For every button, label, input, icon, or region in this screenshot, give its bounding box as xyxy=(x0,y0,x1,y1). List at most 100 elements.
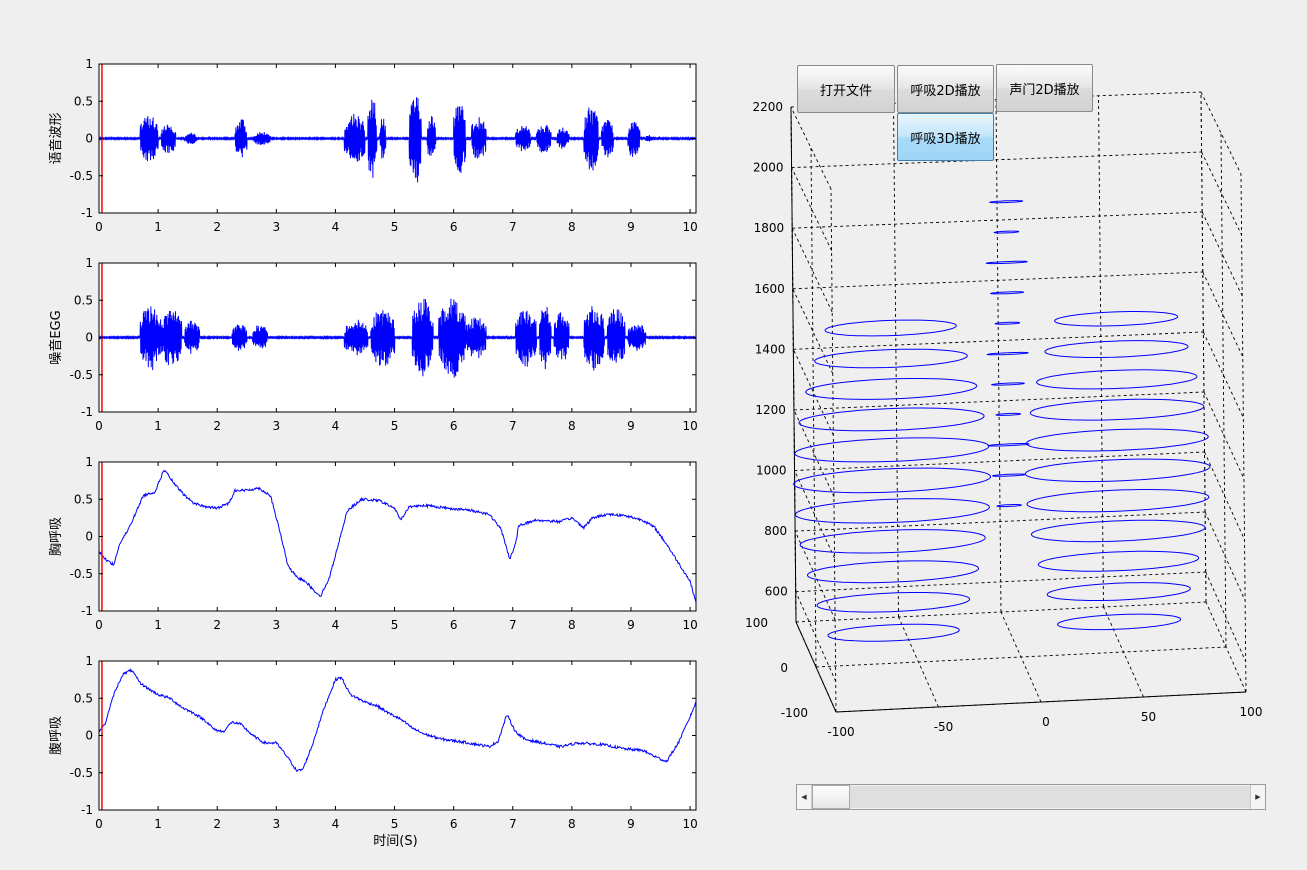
x-tick-label: -100 xyxy=(827,725,854,739)
x-tick-label: 0 xyxy=(95,817,103,831)
ring-outline xyxy=(1057,613,1182,631)
y-tick-label: 1 xyxy=(85,654,93,668)
y-tick-label: 0.5 xyxy=(74,293,93,307)
grid-line-left xyxy=(792,288,834,374)
x-tick-label: 50 xyxy=(1141,710,1156,724)
signal-trace-1 xyxy=(98,97,697,183)
x-tick-label: 8 xyxy=(568,618,576,632)
open-file-button[interactable]: 打开文件 xyxy=(797,65,895,113)
z-axis-line xyxy=(790,106,797,623)
y-tick-label: 100 xyxy=(745,616,768,630)
ring-outline xyxy=(988,200,1024,204)
x-tick-label: -50 xyxy=(934,720,954,734)
x-tick-label: 7 xyxy=(509,419,517,433)
ring-outline xyxy=(1031,519,1206,543)
x-tick-label: 8 xyxy=(568,419,576,433)
y-axis-label: 语音波形 xyxy=(48,112,64,164)
scroll-track[interactable] xyxy=(850,786,1250,808)
x-tick-label: 100 xyxy=(1240,705,1263,719)
time-scrollbar[interactable]: ◀ ▶ xyxy=(796,784,1266,810)
x-tick-label: 5 xyxy=(391,220,399,234)
ring-outline xyxy=(1054,311,1179,327)
ring-outline xyxy=(798,407,985,432)
plot-area-3 xyxy=(98,461,697,612)
grid-line-right xyxy=(1202,331,1244,418)
x-tick-label: 8 xyxy=(568,817,576,831)
y-tick-label: 1 xyxy=(85,57,93,71)
ring-outline xyxy=(795,498,990,524)
grid-line-left xyxy=(830,188,837,713)
z-tick-label: 1600 xyxy=(754,282,785,296)
y-tick-label: 0 xyxy=(85,530,93,544)
ring-outline xyxy=(991,473,1026,477)
signal-trace-4 xyxy=(98,667,697,772)
scroll-thumb[interactable] xyxy=(812,785,850,809)
ring-outline xyxy=(806,560,980,584)
z-tick-label: 600 xyxy=(765,585,788,599)
grid-line-right xyxy=(1203,391,1245,479)
x-tick-label: 4 xyxy=(332,419,340,433)
x-tick-label: 10 xyxy=(682,618,697,632)
x-tick-label: 3 xyxy=(273,220,281,234)
x-tick-label: 7 xyxy=(509,220,517,234)
y-axis-label: 胸呼吸 xyxy=(49,517,64,556)
glottis-2d-play-button[interactable]: 声门2D播放 xyxy=(996,64,1093,112)
grid-line-back xyxy=(893,103,899,618)
breath-2d-play-button[interactable]: 呼吸2D播放 xyxy=(897,65,994,113)
x-tick-label: 7 xyxy=(509,817,517,831)
plot-area-4 xyxy=(98,660,697,811)
y-tick-label: 1 xyxy=(85,455,93,469)
z-tick-label: 1800 xyxy=(754,221,785,235)
ring-outline xyxy=(793,467,992,494)
z-tick-label: 2200 xyxy=(752,100,783,114)
ring-outline xyxy=(814,348,968,369)
plot-panel-3 xyxy=(98,461,697,612)
ring-outline xyxy=(824,319,957,337)
x-tick-label: 3 xyxy=(273,817,281,831)
ring-outline xyxy=(985,260,1028,265)
x-tick-label: 9 xyxy=(627,220,635,234)
x-tick-label: 3 xyxy=(273,419,281,433)
ring-outline xyxy=(1036,369,1198,390)
ring-outline xyxy=(987,443,1030,447)
grid-line-right xyxy=(1202,271,1244,358)
grid-line-left xyxy=(790,106,832,190)
x-tick-label: 4 xyxy=(332,220,340,234)
grid-line-back xyxy=(995,99,1002,613)
z-tick-label: 800 xyxy=(764,524,787,538)
x-tick-label: 0 xyxy=(95,618,103,632)
scroll-left-arrow-icon[interactable]: ◀ xyxy=(797,785,812,809)
ring-outline xyxy=(799,529,986,554)
x-tick-label: 2 xyxy=(213,817,221,831)
ring-outline xyxy=(827,623,960,642)
grid-line-right xyxy=(1200,91,1207,603)
x-tick-label: 8 xyxy=(568,220,576,234)
x-tick-label: 2 xyxy=(213,419,221,433)
x-tick-label: 10 xyxy=(682,220,697,234)
grid-line-back xyxy=(1098,95,1104,608)
ring-outline xyxy=(986,351,1029,356)
y-axis-label: 腹呼吸 xyxy=(48,716,64,755)
y-tick-label: 0.5 xyxy=(74,691,93,705)
ring-outline xyxy=(816,592,971,613)
x-tick-label: 6 xyxy=(450,817,458,831)
ring-outline xyxy=(1046,582,1191,601)
x-tick-label: 6 xyxy=(450,618,458,632)
x-tick-label: 9 xyxy=(627,618,635,632)
grid-line-right xyxy=(1240,173,1247,693)
y-tick-label: -0.5 xyxy=(70,169,93,183)
ring-outline xyxy=(1037,550,1200,572)
x-tick-label: 1 xyxy=(154,419,162,433)
y-tick-label: -1 xyxy=(81,803,93,817)
x-tick-label: 0 xyxy=(95,220,103,234)
scroll-right-arrow-icon[interactable]: ▶ xyxy=(1250,785,1265,809)
plot-panel-4 xyxy=(98,660,697,811)
y-tick-label: 0.5 xyxy=(74,94,93,108)
x-tick-label: 10 xyxy=(682,419,697,433)
z-tick-label: 2000 xyxy=(753,161,784,175)
breath-3d-play-button[interactable]: 呼吸3D播放 xyxy=(897,113,994,161)
ring-outline xyxy=(1024,458,1211,483)
ring-outline xyxy=(805,378,978,400)
z-tick-label: 1000 xyxy=(756,464,787,478)
x-tick-label: 1 xyxy=(154,817,162,831)
